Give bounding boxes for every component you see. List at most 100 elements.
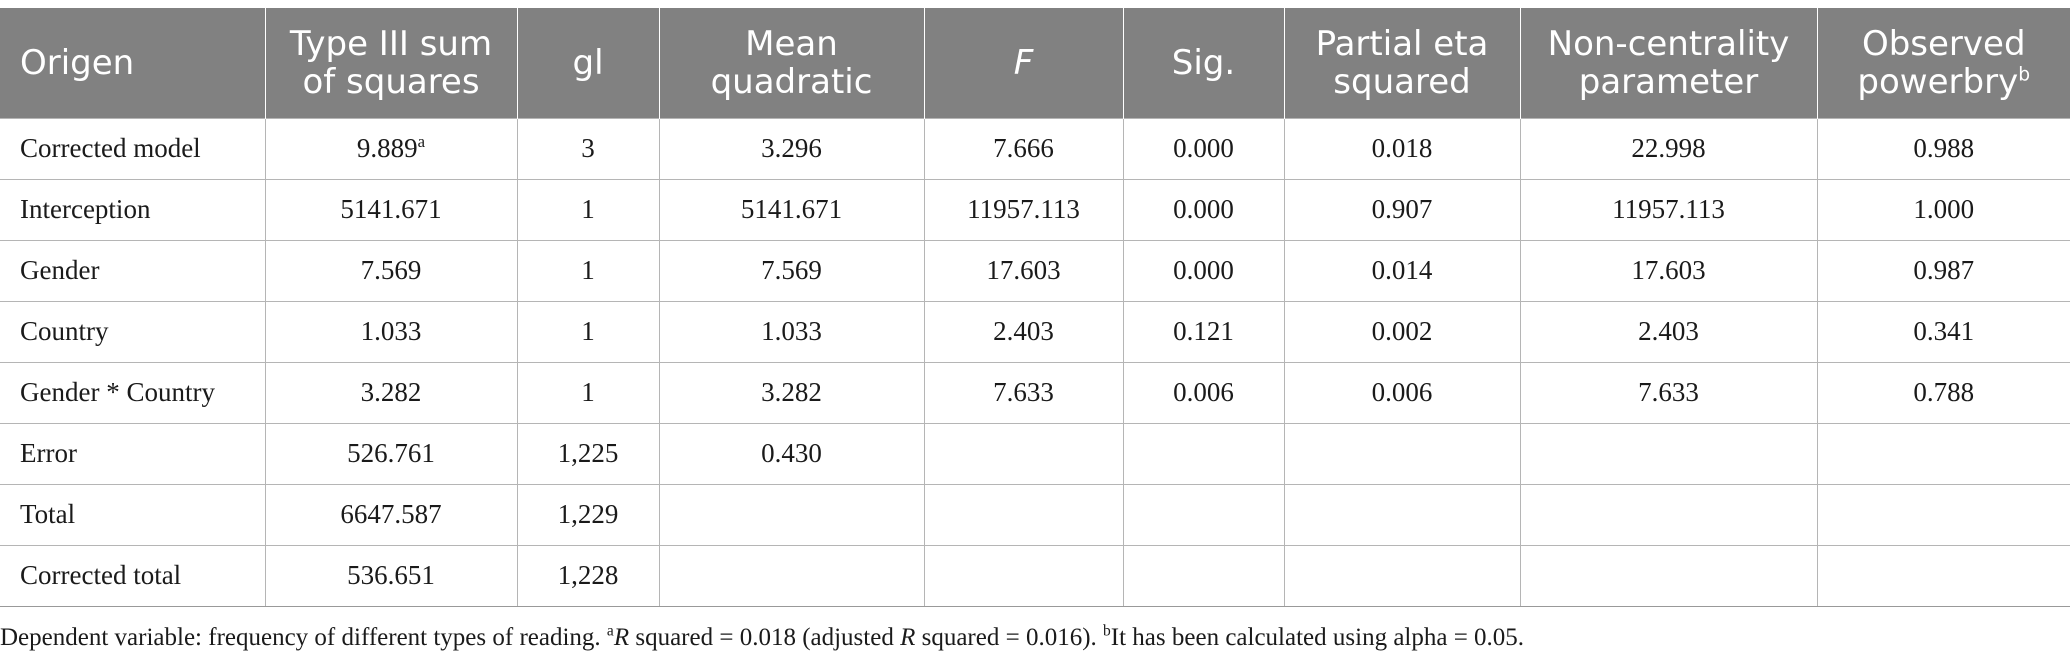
cell-sig-value: 0.006	[1173, 377, 1234, 407]
cell-non-centrality: 22.998	[1519, 117, 1818, 180]
cell-gl-value: 1	[581, 194, 595, 224]
header-nc-line1: Non-centrality	[1547, 23, 1790, 64]
cell-non-centrality: 2.403	[1519, 300, 1818, 363]
cell-sum-of-squares: 1.033	[264, 300, 518, 363]
header-gl-text: gl	[572, 42, 604, 83]
cell-sig	[1122, 422, 1285, 485]
table-row: Gender 7.569 1 7.569 17.603 0.000 0.014 17.603 0…	[0, 239, 2070, 302]
cell-gl: 1	[516, 361, 660, 424]
cell-observed-power-value: 0.987	[1913, 255, 1975, 285]
table-header-row: Origen Type III sum of squares gl Mean qua…	[0, 8, 2070, 118]
cell-source-value: Interception	[20, 194, 151, 224]
cell-mean-quadratic-value: 1.033	[761, 316, 822, 346]
cell-observed-power: 0.987	[1816, 239, 2070, 302]
cell-f: 7.666	[923, 117, 1124, 180]
footnote-r-1: R	[613, 624, 630, 651]
cell-gl-value: 1	[581, 255, 595, 285]
cell-f-value: 2.403	[993, 316, 1054, 346]
cell-f-value: 7.666	[993, 133, 1054, 163]
cell-sig: 0.006	[1122, 361, 1285, 424]
cell-observed-power-value: 0.341	[1913, 316, 1975, 346]
cell-sig: 0.000	[1122, 178, 1285, 241]
cell-sum-of-squares-value: 9.889	[356, 133, 418, 163]
footnote-text-4: It has been calculated using alpha = 0.0…	[1110, 624, 1525, 651]
cell-non-centrality	[1519, 422, 1818, 485]
cell-sum-of-squares: 6647.587	[264, 483, 518, 546]
cell-source: Corrected total	[0, 544, 266, 607]
cell-gl-value: 1,225	[557, 438, 619, 468]
cell-gl: 1	[516, 178, 660, 241]
cell-f	[923, 544, 1124, 607]
cell-source: Error	[0, 422, 266, 485]
cell-partial-eta-value: 0.907	[1371, 194, 1433, 224]
cell-non-centrality-value: 2.403	[1638, 316, 1699, 346]
cell-source-value: Corrected model	[20, 133, 201, 163]
cell-gl-value: 1	[581, 316, 595, 346]
cell-mean-quadratic: 1.033	[658, 300, 925, 363]
cell-partial-eta-value: 0.018	[1371, 133, 1433, 163]
cell-gl-value: 1	[581, 377, 595, 407]
header-pes-line1: Partial eta	[1315, 23, 1489, 64]
footnote-mark-a: a	[606, 622, 614, 640]
header-gl: gl	[516, 8, 659, 118]
cell-source: Interception	[0, 178, 266, 241]
cell-non-centrality-value: 22.998	[1631, 133, 1706, 163]
cell-mean-quadratic: 7.569	[658, 239, 925, 302]
cell-f	[923, 483, 1124, 546]
header-f-text: F	[1013, 42, 1034, 83]
table-row: Country 1.033 1 1.033 2.403 0.121 0.002 2.403 0.…	[0, 300, 2070, 363]
cell-sum-of-squares: 7.569	[264, 239, 518, 302]
cell-observed-power	[1816, 483, 2070, 546]
cell-mean-quadratic-value: 0.430	[761, 438, 822, 468]
cell-gl-value: 3	[581, 133, 595, 163]
header-mq-line1: Mean	[745, 23, 838, 64]
cell-observed-power: 1.000	[1816, 178, 2070, 241]
cell-sum-of-squares-value: 3.282	[360, 377, 422, 407]
cell-non-centrality-value: 7.633	[1638, 377, 1699, 407]
cell-sum-of-squares: 3.282	[264, 361, 518, 424]
cell-mean-quadratic: 3.296	[658, 117, 925, 180]
table-row: Error 526.761 1,225 0.430	[0, 422, 2070, 485]
cell-partial-eta-value: 0.006	[1371, 377, 1433, 407]
cell-mean-quadratic-value: 5141.671	[740, 194, 843, 224]
cell-partial-eta	[1283, 544, 1521, 607]
footnote-mark: a	[417, 132, 426, 151]
cell-f: 17.603	[923, 239, 1124, 302]
cell-f: 7.633	[923, 361, 1124, 424]
cell-non-centrality	[1519, 483, 1818, 546]
cell-gl: 1,225	[516, 422, 660, 485]
header-mean-quadratic: Mean quadratic	[658, 8, 924, 118]
cell-sig-value: 0.000	[1173, 133, 1234, 163]
header-nc-line2: parameter	[1578, 61, 1759, 102]
cell-sig	[1122, 544, 1285, 607]
cell-sum-of-squares-value: 6647.587	[340, 499, 442, 529]
cell-f: 11957.113	[923, 178, 1124, 241]
cell-sig: 0.000	[1122, 117, 1285, 180]
cell-observed-power: 0.341	[1816, 300, 2070, 363]
cell-source-value: Gender * Country	[20, 377, 215, 407]
header-observed-power: Observed powerbryb	[1816, 8, 2070, 118]
cell-mean-quadratic: 5141.671	[658, 178, 925, 241]
cell-gl: 3	[516, 117, 660, 180]
cell-gl-value: 1,228	[557, 560, 619, 590]
cell-sum-of-squares: 5141.671	[264, 178, 518, 241]
header-op-line2: powerbry	[1857, 61, 2019, 102]
cell-observed-power	[1816, 544, 2070, 607]
cell-sum-of-squares-value: 5141.671	[340, 194, 442, 224]
table-row: Interception 5141.671 1 5141.671 11957.113 0.…	[0, 178, 2070, 241]
cell-sig-value: 0.000	[1173, 194, 1234, 224]
header-partial-eta: Partial eta squared	[1283, 8, 1520, 118]
cell-source: Corrected model	[0, 117, 266, 180]
cell-sig: 0.000	[1122, 239, 1285, 302]
table-row: Corrected total 536.651 1,228	[0, 544, 2070, 607]
header-f: F	[923, 8, 1123, 118]
cell-sum-of-squares: 526.761	[264, 422, 518, 485]
header-pes-line2: squared	[1333, 61, 1471, 102]
cell-sum-of-squares: 9.889a	[264, 117, 518, 180]
footnote-mark-b: b	[1103, 622, 1111, 640]
cell-gl: 1,228	[516, 544, 660, 607]
cell-source: Gender * Country	[0, 361, 266, 424]
cell-mean-quadratic: 3.282	[658, 361, 925, 424]
cell-source: Country	[0, 300, 266, 363]
header-sum-of-squares: Type III sum of squares	[264, 8, 517, 118]
